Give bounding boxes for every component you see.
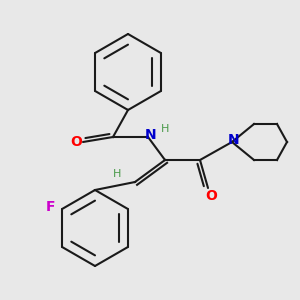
Text: N: N [228, 133, 240, 147]
Text: O: O [70, 135, 82, 149]
Text: O: O [205, 189, 217, 203]
Text: F: F [45, 200, 55, 214]
Text: H: H [161, 124, 169, 134]
Text: H: H [113, 169, 121, 179]
Text: N: N [145, 128, 157, 142]
